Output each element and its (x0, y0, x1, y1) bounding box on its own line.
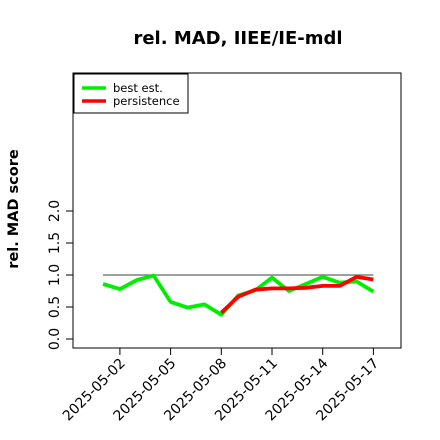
legend: best est. persistence (73, 73, 189, 114)
plot-frame (72, 72, 402, 349)
y-tick-label: 0.0 (47, 328, 63, 350)
y-tick-label: 2.0 (47, 200, 63, 222)
legend-box (73, 73, 189, 114)
legend-label-persistence: persistence (113, 94, 180, 108)
y-tick-label: 1.0 (47, 264, 63, 286)
chart-title: rel. MAD, IIEE/IE-mdl (133, 28, 342, 49)
y-axis: 0.0 0.5 1.0 1.5 2.0 (47, 200, 73, 350)
y-tick-label: 0.5 (47, 296, 63, 318)
legend-label-best-est: best est. (113, 81, 163, 95)
x-axis: 2025-05-022025-05-052025-05-082025-05-11… (60, 348, 382, 424)
y-tick-label: 1.5 (47, 232, 63, 254)
y-axis-title: rel. MAD score (6, 149, 22, 269)
series-line-persistence (219, 275, 374, 315)
y-axis-label: rel. MAD score (6, 149, 22, 269)
series-layer (102, 273, 375, 317)
